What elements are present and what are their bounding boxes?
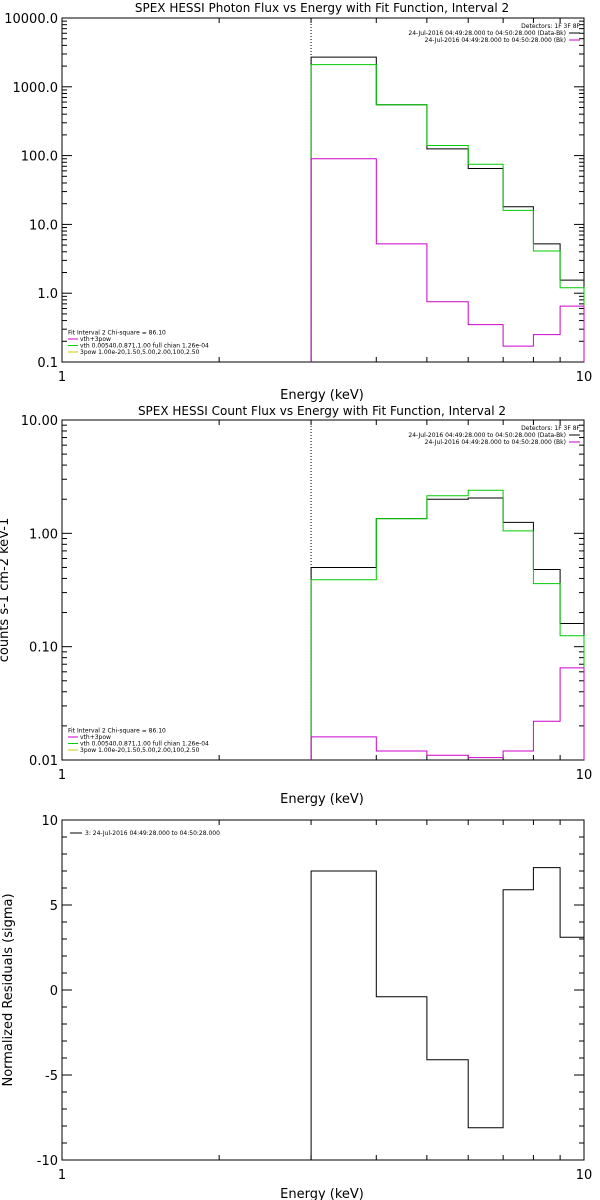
count-flux-fit-legend-entry: vth+3pow <box>80 734 111 741</box>
residuals-y-tick-label: -5 <box>45 1069 58 1084</box>
count-flux-ylabel: counts s-1 cm-2 keV-1 <box>0 518 12 663</box>
count-flux-fit-legend-entry: vth 0.00540,0.871,1.00 full chian 1.26e-… <box>80 741 209 748</box>
count-flux-plot-frame <box>61 419 585 761</box>
count-flux-title: SPEX HESSI Count Flux vs Energy with Fit… <box>138 404 506 418</box>
count-flux-x-tick-label: 1 <box>58 768 66 783</box>
count-flux-legend-heading: Detectors: 1F 3F 8F <box>521 425 580 432</box>
photon-flux-y-tick-label: 100.0 <box>21 150 58 165</box>
photon-flux-y-tick-label: 1000.0 <box>13 81 59 96</box>
photon-flux-plot-frame <box>61 17 585 363</box>
count-flux-panel: SPEX HESSI Count Flux vs Energy with Fit… <box>0 404 592 807</box>
photon-flux-panel: SPEX HESSI Photon Flux vs Energy with Fi… <box>4 1 592 403</box>
photon-flux-y-tick-label: 10000.0 <box>4 12 58 27</box>
photon-flux-xlabel: Energy (keV) <box>280 388 364 403</box>
photon-flux-fit-legend-entry: 3pow 1.00e-20,1.50,5.00,2.00,100,2.50 <box>80 349 200 356</box>
count-flux-series-1 <box>310 489 585 760</box>
residuals-y-tick-label: 10 <box>41 814 58 829</box>
count-flux-legend-entry: 24-Jul-2016 04:49:28.000 to 04:50:28.000… <box>425 439 566 446</box>
count-flux-fit-legend-entry: 3pow 1.00e-20,1.50,5.00,2.00,100,2.50 <box>80 747 200 754</box>
residuals-y-tick-label: -10 <box>37 1154 58 1169</box>
photon-flux-fit-legend-entry: vth+3pow <box>80 336 111 343</box>
count-flux-fit-legend-entry: Fit Interval 2 Chi-square = 86.10 <box>68 728 166 735</box>
residuals-ylabel: Normalized Residuals (sigma) <box>1 893 16 1086</box>
photon-flux-series-1 <box>310 64 585 362</box>
photon-flux-title: SPEX HESSI Photon Flux vs Energy with Fi… <box>135 1 509 15</box>
photon-flux-x-tick-label: 10 <box>576 370 593 385</box>
residuals-legend-entry: 3: 24-Jul-2016 04:49:28.000 to 04:50:28.… <box>85 830 220 837</box>
count-flux-y-tick-label: 1.00 <box>29 527 58 542</box>
count-flux-y-tick-label: 0.10 <box>29 641 58 656</box>
photon-flux-series-2 <box>310 158 585 362</box>
photon-flux-fit-legend-entry: vth 0.00540,0.871,1.00 full chian 1.26e-… <box>80 343 209 350</box>
residuals-x-tick-label: 10 <box>576 1168 593 1183</box>
photon-flux-legend-heading: Detectors: 1F 3F 8F <box>521 23 580 30</box>
photon-flux-series-0 <box>310 56 585 362</box>
photon-flux-legend-entry: 24-Jul-2016 04:49:28.000 to 04:50:28.000… <box>425 37 566 44</box>
residuals-x-tick-label: 1 <box>58 1168 66 1183</box>
photon-flux-y-tick-label: 1.0 <box>37 287 58 302</box>
count-flux-xlabel: Energy (keV) <box>280 792 364 807</box>
count-flux-series-2 <box>310 667 585 760</box>
residuals-y-tick-label: 0 <box>50 984 58 999</box>
photon-flux-x-tick-label: 1 <box>58 370 66 385</box>
count-flux-legend-entry: 24-Jul-2016 04:49:28.000 to 04:50:28.000… <box>408 432 566 439</box>
count-flux-y-tick-label: 0.01 <box>29 754 58 769</box>
residuals-panel: Energy (keV) Normalized Residuals (sigma… <box>1 814 592 1200</box>
count-flux-x-tick-label: 10 <box>576 768 593 783</box>
residuals-xlabel: Energy (keV) <box>280 1187 364 1200</box>
photon-flux-y-tick-label: 10.0 <box>29 218 58 233</box>
photon-flux-y-tick-label: 0.1 <box>37 356 58 371</box>
photon-flux-fit-legend-entry: Fit Interval 2 Chi-square = 86.10 <box>68 330 166 337</box>
count-flux-y-tick-label: 10.00 <box>21 414 58 429</box>
residuals-series-0 <box>310 867 585 1160</box>
photon-flux-legend-entry: 24-Jul-2016 04:49:28.000 to 04:50:28.000… <box>408 30 566 37</box>
residuals-y-tick-label: 5 <box>50 899 58 914</box>
